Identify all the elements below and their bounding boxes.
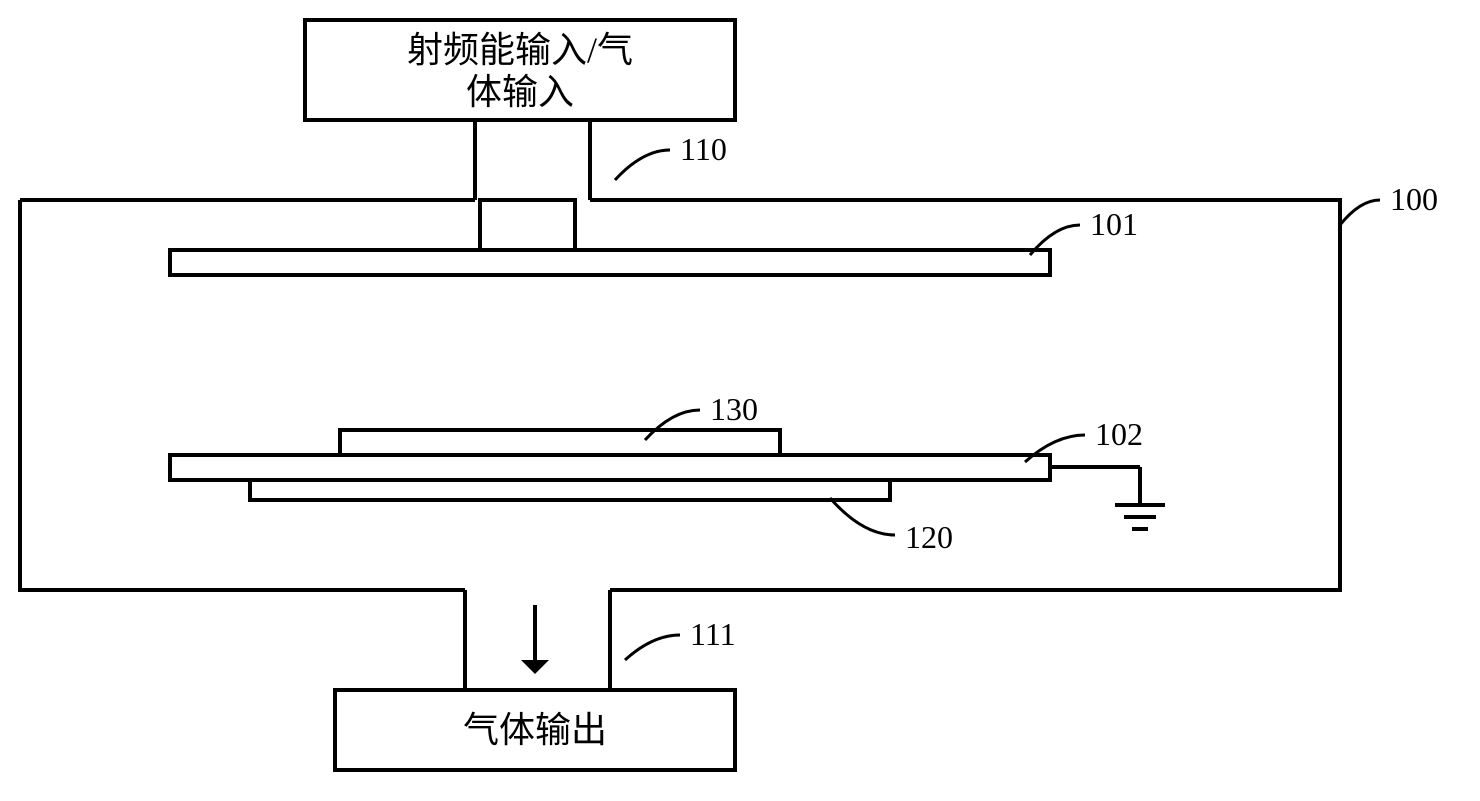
gas-output-text: 气体输出 (463, 710, 607, 750)
leader-110 (615, 150, 670, 180)
leader-111 (625, 635, 680, 660)
label-120: 120 (905, 519, 953, 555)
upper-electrode-stem (480, 200, 575, 250)
wafer (340, 430, 780, 455)
leader-100 (1340, 200, 1380, 225)
leader-120 (830, 498, 895, 535)
heater-plate (250, 480, 890, 500)
label-101: 101 (1090, 206, 1138, 242)
rf-gas-input-line1: 射频能输入/气 (407, 30, 633, 70)
label-102: 102 (1095, 416, 1143, 452)
upper-electrode (170, 250, 1050, 275)
lower-electrode (170, 455, 1050, 480)
label-130: 130 (710, 391, 758, 427)
rf-gas-input-line2: 体输入 (466, 72, 574, 112)
label-100: 100 (1390, 181, 1438, 217)
exhaust-arrow-head (521, 660, 549, 674)
label-111: 111 (690, 616, 736, 652)
label-110: 110 (680, 131, 727, 167)
